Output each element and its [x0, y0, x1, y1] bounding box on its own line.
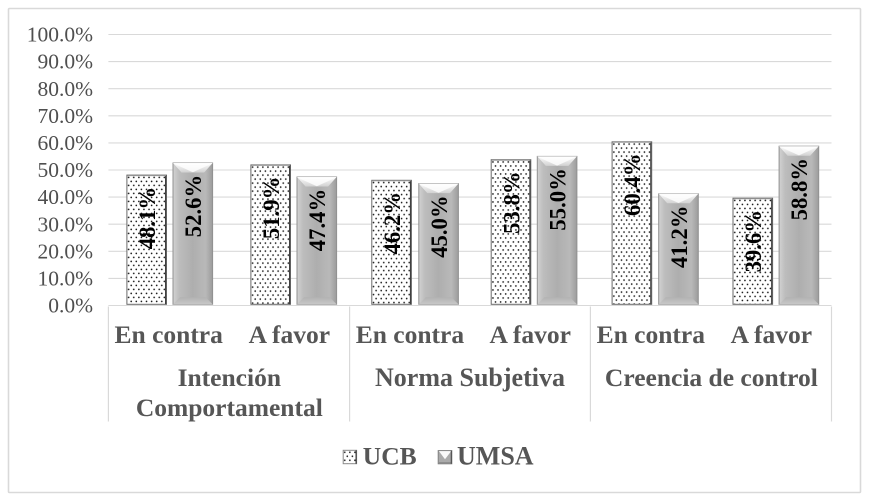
svg-text:55.0%: 55.0% — [545, 168, 570, 230]
svg-text:A favor: A favor — [249, 320, 330, 349]
svg-text:60.0%: 60.0% — [37, 131, 93, 155]
svg-text:UCB: UCB — [363, 442, 417, 471]
svg-text:80.0%: 80.0% — [37, 77, 93, 101]
svg-text:50.0%: 50.0% — [37, 158, 93, 182]
svg-text:UMSA: UMSA — [457, 442, 534, 471]
svg-text:En contra: En contra — [356, 320, 465, 349]
svg-text:En contra: En contra — [115, 320, 224, 349]
svg-text:A favor: A favor — [731, 320, 812, 349]
svg-text:70.0%: 70.0% — [37, 104, 93, 128]
svg-text:30.0%: 30.0% — [37, 212, 93, 236]
svg-text:40.0%: 40.0% — [37, 185, 93, 209]
svg-text:45.0%: 45.0% — [427, 195, 452, 257]
svg-text:Comportamental: Comportamental — [136, 393, 323, 422]
svg-text:Intención: Intención — [178, 363, 281, 392]
svg-text:Norma Subjetiva: Norma Subjetiva — [375, 363, 565, 392]
svg-text:Creencia de control: Creencia de control — [605, 363, 818, 392]
svg-text:90.0%: 90.0% — [37, 50, 93, 74]
svg-text:48.1%: 48.1% — [135, 187, 160, 249]
svg-text:20.0%: 20.0% — [37, 239, 93, 263]
svg-text:0.0%: 0.0% — [48, 294, 93, 318]
svg-text:En contra: En contra — [597, 320, 706, 349]
svg-text:51.9%: 51.9% — [259, 177, 284, 239]
svg-text:58.8%: 58.8% — [787, 158, 812, 220]
svg-text:60.4%: 60.4% — [620, 154, 645, 216]
svg-text:52.6%: 52.6% — [181, 175, 206, 237]
svg-text:100.0%: 100.0% — [27, 23, 93, 47]
svg-text:41.2%: 41.2% — [667, 206, 692, 268]
svg-text:46.2%: 46.2% — [380, 192, 405, 254]
svg-text:39.6%: 39.6% — [741, 210, 766, 272]
svg-text:A favor: A favor — [489, 320, 570, 349]
svg-text:10.0%: 10.0% — [37, 267, 93, 291]
svg-text:53.8%: 53.8% — [499, 172, 524, 234]
svg-text:47.4%: 47.4% — [305, 189, 330, 251]
